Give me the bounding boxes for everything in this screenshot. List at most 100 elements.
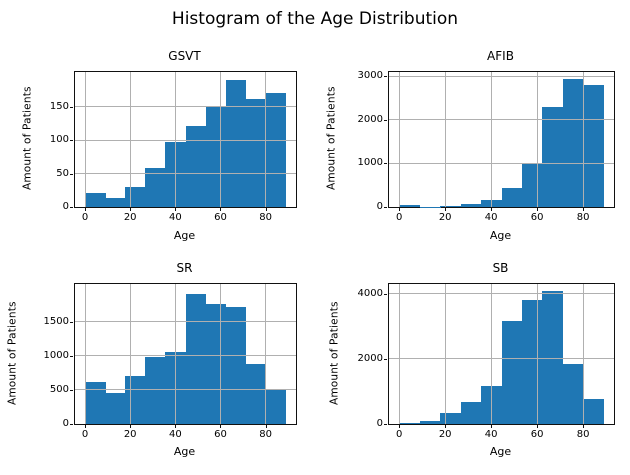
gridline-horizontal (75, 106, 296, 108)
histogram-bar (185, 126, 207, 207)
histogram-bar (583, 85, 605, 207)
x-tick-mark (537, 425, 539, 428)
x-axis-label-sb: Age (489, 445, 512, 458)
gridline-vertical (490, 284, 492, 424)
y-tick-label: 50 (56, 167, 69, 179)
gridline-vertical (490, 72, 492, 207)
gridline-vertical (84, 72, 86, 207)
x-tick-label: 20 (438, 429, 452, 440)
gridline-vertical (444, 72, 446, 207)
plot-area-sr: 0 20 40 60 80 0 500 1000 1500 (44, 283, 297, 440)
x-tick-mark (445, 208, 447, 211)
gridline-vertical (174, 284, 176, 424)
x-tick-label: 60 (530, 212, 544, 223)
histogram-bar (460, 401, 482, 424)
x-axis-label-gsvt: Age (173, 229, 196, 242)
histogram-bar (145, 168, 166, 207)
y-tick-mark (70, 140, 73, 142)
figure-title: Histogram of the Age Distribution (171, 9, 459, 29)
gridline-horizontal (75, 355, 296, 357)
x-tick-label: 40 (484, 212, 498, 223)
y-tick-label: 2000 (357, 113, 383, 125)
x-tick-label: 60 (214, 429, 227, 440)
histogram-bar (521, 162, 543, 207)
y-tick-label: 3000 (357, 70, 383, 82)
histogram-bar (440, 205, 462, 207)
gridline-vertical (265, 284, 267, 424)
gridline-vertical (582, 284, 584, 424)
histogram-bar (265, 92, 287, 207)
plot-area-afib: 0 20 40 60 80 0 1000 2000 3000 (358, 70, 615, 223)
subplot-title-sb: SB (492, 261, 509, 275)
x-tick-mark (175, 208, 177, 211)
histogram-bar (225, 80, 247, 207)
gridline-horizontal (389, 75, 614, 77)
histogram-bar (562, 78, 584, 207)
x-tick-mark (583, 208, 585, 211)
histogram-bar (105, 197, 126, 207)
x-tick-label: 0 (396, 429, 403, 440)
y-tick-label: 0 (62, 418, 69, 429)
y-tick-label: 1500 (43, 315, 69, 327)
gridline-vertical (582, 72, 584, 207)
y-tick-mark (384, 163, 387, 165)
histogram-bar (265, 389, 287, 424)
x-tick-label: 60 (214, 212, 227, 223)
gridline-vertical (219, 284, 221, 424)
y-tick-label: 2000 (357, 352, 383, 364)
x-tick-mark (491, 425, 493, 428)
gridline-vertical (129, 72, 131, 207)
plot-area-gsvt: 0 20 40 60 80 0 50 100 150 (50, 71, 297, 223)
gridline-vertical (444, 284, 446, 424)
histogram-bar (85, 192, 106, 207)
histogram-bar (440, 413, 462, 424)
gridline-vertical (398, 72, 400, 207)
x-tick-mark (175, 425, 177, 428)
x-tick-label: 20 (123, 429, 137, 440)
gridline-vertical (219, 72, 221, 207)
histogram-bar (125, 376, 146, 424)
gridline-vertical (265, 72, 267, 207)
x-tick-label: 80 (576, 212, 590, 223)
histogram-bar (205, 106, 227, 207)
x-tick-label: 40 (168, 212, 182, 223)
gridline-horizontal (389, 162, 614, 164)
subplot-title-afib: AFIB (487, 49, 514, 63)
x-axis-label-afib: Age (489, 229, 512, 242)
y-tick-label: 1000 (43, 349, 69, 361)
y-tick-label: 150 (49, 100, 69, 112)
y-tick-mark (70, 321, 73, 323)
gridline-vertical (174, 72, 176, 207)
y-tick-label: 0 (62, 201, 69, 212)
x-tick-mark (265, 425, 267, 428)
histogram-bar (105, 393, 126, 424)
plot-area-sb: 0 20 40 60 80 0 2000 4000 (358, 283, 615, 440)
x-tick-label: 0 (396, 212, 403, 223)
y-axis-label-sb: Amount of Patients (328, 301, 341, 405)
x-tick-mark (445, 425, 447, 428)
gridline-horizontal (75, 321, 296, 323)
y-tick-mark (384, 293, 387, 295)
histogram-bar (205, 304, 227, 424)
x-tick-label: 0 (81, 429, 89, 440)
y-tick-mark (70, 106, 73, 108)
histogram-bar (562, 364, 584, 424)
x-tick-mark (583, 425, 585, 428)
subplot-title-gsvt: GSVT (168, 49, 201, 63)
histogram-bar (542, 107, 564, 207)
x-tick-mark (537, 208, 539, 211)
histogram-bar (542, 291, 564, 424)
histogram-bar (583, 398, 605, 424)
x-tick-mark (399, 208, 401, 211)
x-tick-label: 80 (259, 212, 272, 223)
x-tick-label: 80 (259, 429, 272, 440)
x-axis-label-sr: Age (173, 445, 196, 458)
histogram-bar (245, 363, 267, 424)
histogram-bar (501, 321, 523, 424)
y-tick-label: 100 (49, 134, 69, 146)
x-tick-label: 80 (576, 429, 590, 440)
y-tick-mark (70, 389, 73, 391)
y-tick-label: 1000 (357, 157, 383, 169)
histogram-bar (85, 382, 106, 424)
